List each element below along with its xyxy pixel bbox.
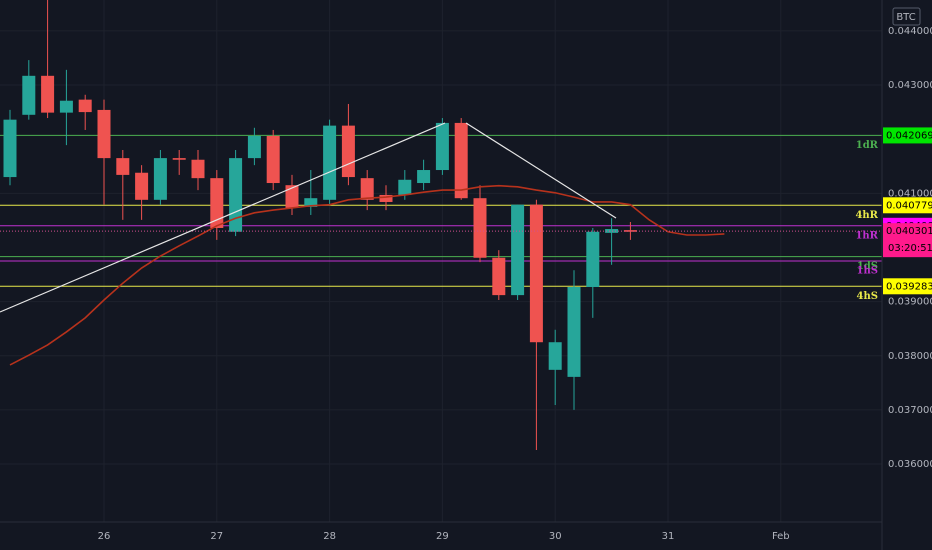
candle-body [78,99,92,113]
level-name: 1hS [857,266,878,277]
price-axis: 0.044000 0.043000 0.041000 0.039000 0.038000… [98,26,932,542]
candle-body [153,158,167,200]
level-value: 0.042069 [886,130,932,141]
candle-body [360,178,374,200]
level-name: 1hR [855,230,878,241]
candle-body [379,194,393,202]
trend-line [0,122,446,313]
level-tag [883,278,932,295]
symbol-box [892,7,921,26]
candle-body [172,158,186,160]
level-value: 0.039283 [886,281,932,292]
candle-body [135,172,149,200]
candle-body [548,342,562,370]
level-name: 4hR [855,210,878,221]
x-tick-label: 26 [98,531,111,542]
plot [0,0,882,450]
countdown: 03:20:51 [888,243,932,254]
y-tick-label: 0.037000 [888,405,932,416]
candle-body [59,100,73,113]
candle-body [191,159,205,179]
candle-body [529,204,543,343]
candle-body [398,179,412,195]
x-tick-label: 27 [210,531,223,542]
candle-body [511,204,525,296]
y-tick-label: 0.039000 [888,297,932,308]
candle-body [435,122,449,171]
candle-body [323,125,337,200]
y-tick-label: 0.038000 [888,351,932,362]
candle-body [97,109,111,159]
x-tick-label: 28 [323,531,336,542]
level-tag [883,127,932,144]
candle-body [454,122,468,199]
last-price: 0.040301 [886,226,932,237]
trend-line [465,122,617,219]
candle-body [492,257,506,296]
moving-average [9,184,725,366]
candle-body [116,158,130,175]
candle-body [304,198,318,207]
x-tick-label: Feb [772,531,790,542]
candle-body [605,229,619,233]
x-tick-label: 31 [662,531,675,542]
symbol: BTC [896,12,915,23]
y-tick-label: 0.036000 [888,459,932,470]
y-tick-label: 0.044000 [888,26,932,37]
level-name: 1dR [856,140,879,151]
candle-body [285,185,299,208]
candle-body [417,170,431,184]
candle-body [567,286,581,377]
x-tick-label: 29 [436,531,449,542]
level-name: 1dS [857,261,878,272]
level-tag [883,197,932,214]
y-tick-label: 0.043000 [888,80,932,91]
candle-body [341,125,355,178]
y-tick-label: 0.041000 [888,188,932,199]
candle-body [586,231,600,287]
last-price-tag [883,223,932,258]
candle-body [210,178,224,228]
candle-body [266,135,280,184]
x-tick-label: 30 [549,531,562,542]
level-name: 4hS [857,291,878,302]
candle-body [22,75,36,115]
candle-body [3,119,17,178]
candle-body [41,75,55,113]
level-value: 0.040779 [886,200,932,211]
candle-body [247,135,261,159]
candle-body [473,198,487,258]
